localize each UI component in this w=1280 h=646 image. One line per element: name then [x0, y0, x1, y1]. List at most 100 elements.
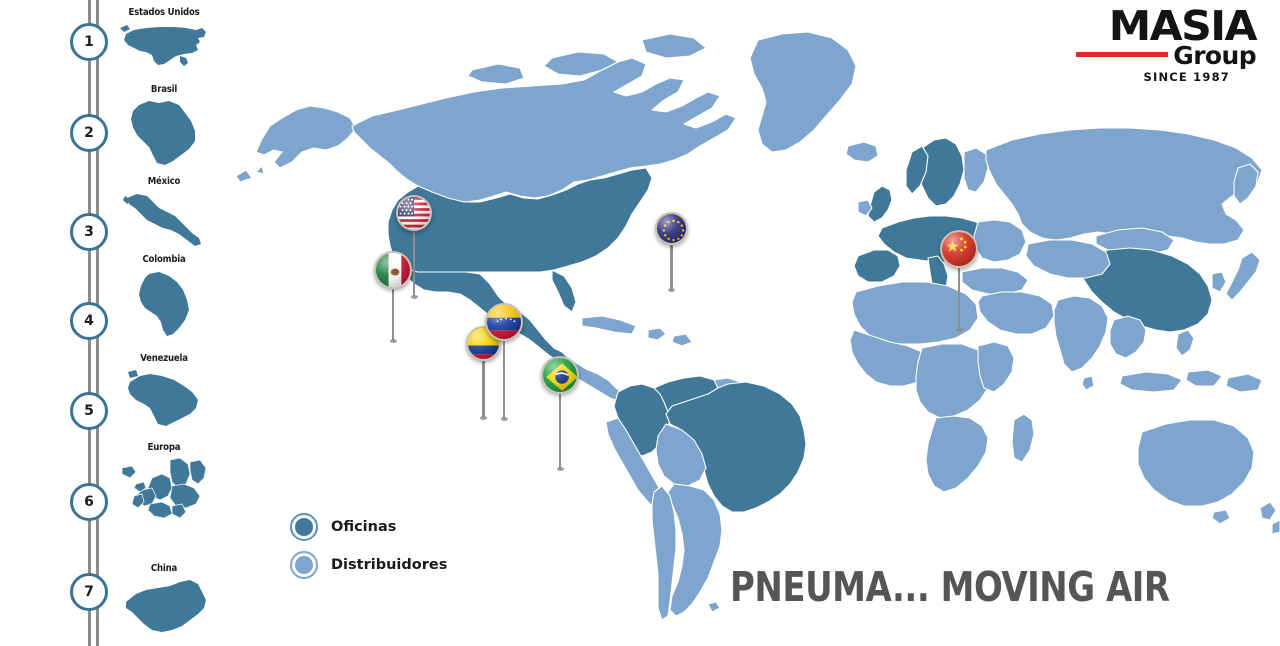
region-canada	[351, 57, 737, 203]
region-japan	[1225, 251, 1261, 301]
venezuela-shape-icon	[128, 370, 198, 426]
pin-stem	[556, 394, 565, 471]
region-southern-africa	[925, 415, 989, 493]
sidebar-shape-colombia	[108, 270, 220, 340]
pin-brasil[interactable]	[541, 356, 579, 471]
sidebar-shape-venezuela	[108, 366, 220, 432]
europe-shape-icon	[121, 457, 207, 519]
pin-stem	[389, 289, 398, 343]
region-russia	[985, 127, 1263, 245]
mexico-shape-icon	[123, 194, 201, 246]
sidebar-label-venezuela: Venezuela	[140, 353, 188, 364]
region-eastern-europe	[973, 219, 1027, 263]
region-philippines	[1175, 329, 1195, 357]
logo-wordmark: MASIA	[1108, 2, 1258, 50]
pin-estados-unidos[interactable]	[396, 195, 432, 299]
sidebar-label-colombia: Colombia	[142, 254, 186, 265]
office-marker-icon	[290, 513, 318, 541]
region-turkey	[961, 267, 1029, 295]
masia-group-logo[interactable]: MASIA Group SINCE 1987	[1056, 5, 1258, 85]
region-sri-lanka	[1081, 375, 1095, 391]
pin-colombia[interactable]	[466, 326, 501, 420]
china-flag-icon	[940, 230, 978, 268]
region-indonesia	[1119, 369, 1223, 393]
region-arctic-islands	[467, 33, 707, 85]
pin-mexico[interactable]	[374, 251, 412, 343]
sidebar-label-europa: Europa	[147, 442, 181, 453]
sidebar-step-1[interactable]: 1	[70, 23, 108, 61]
pin-china[interactable]	[940, 230, 978, 332]
sidebar-shape-usa	[108, 20, 220, 72]
logo-red-bar-icon	[1076, 52, 1169, 58]
colombia-shape-icon	[139, 272, 189, 336]
sidebar-step-number: 1	[84, 34, 94, 50]
distributor-marker-icon	[290, 551, 318, 579]
region-uk	[867, 185, 893, 223]
region-ireland	[857, 199, 873, 217]
world-map: .d{fill:#7da5cd;stroke:#ffffff;stroke-wi…	[222, 0, 1280, 640]
venezuela-flag-icon	[485, 303, 523, 341]
pin-stem	[667, 245, 676, 292]
world-map-svg: .d{fill:#7da5cd;stroke:#ffffff;stroke-wi…	[235, 31, 1280, 621]
legend-label-oficinas: Oficinas	[331, 519, 397, 535]
region-mongolia	[1095, 227, 1175, 255]
sidebar-step-number: 7	[84, 584, 94, 600]
sidebar-step-6[interactable]: 6	[70, 483, 108, 521]
map-legend: Oficinas Distribuidores	[290, 508, 447, 584]
region-caribbean	[581, 315, 693, 347]
sidebar-step-3[interactable]: 3	[70, 213, 108, 251]
region-iceland	[845, 141, 879, 163]
region-central-asia	[1025, 239, 1111, 279]
us-flag-icon	[396, 195, 432, 231]
sidebar-step-number: 6	[84, 494, 94, 510]
eu-flag-icon	[655, 212, 688, 245]
sidebar-step-4[interactable]: 4	[70, 302, 108, 340]
region-chile	[651, 485, 677, 621]
logo-group-word: Group	[1173, 41, 1256, 71]
legend-item-oficinas[interactable]: Oficinas	[290, 508, 447, 546]
tagline: PNEUMA... MOVING AIR	[730, 563, 1170, 611]
legend-item-distribuidores[interactable]: Distribuidores	[290, 546, 447, 584]
pin-venezuela[interactable]	[485, 303, 523, 421]
brazil-shape-icon	[131, 101, 195, 165]
sidebar-step-number: 4	[84, 313, 94, 329]
region-greenland	[749, 31, 857, 153]
country-timeline-sidebar: Estados Unidos 1 Brasil 2 México 3	[0, 0, 222, 646]
sidebar-label-mexico: México	[147, 176, 181, 187]
pin-stem	[479, 361, 488, 420]
sidebar-shape-mexico	[108, 190, 220, 252]
sidebar-step-2[interactable]: 2	[70, 114, 108, 152]
region-west-africa	[849, 329, 931, 387]
logo-since-text: SINCE 1987	[1143, 70, 1230, 85]
sidebar-shape-europe	[108, 456, 220, 524]
sidebar-label-china: China	[150, 563, 178, 574]
region-australia	[1137, 419, 1255, 507]
sidebar-step-5[interactable]: 5	[70, 392, 108, 430]
pin-stem	[500, 341, 509, 421]
sidebar-step-number: 5	[84, 403, 94, 419]
sidebar-label-brasil: Brasil	[150, 84, 178, 95]
china-shape-icon	[126, 580, 206, 632]
sidebar-shape-china	[108, 576, 220, 636]
region-argentina	[667, 483, 723, 617]
region-falklands	[707, 601, 721, 613]
sidebar-step-7[interactable]: 7	[70, 573, 108, 611]
region-central-africa	[915, 343, 993, 419]
region-finland	[963, 147, 989, 193]
region-sea	[1109, 315, 1147, 359]
region-china	[1079, 247, 1213, 333]
pin-europa[interactable]	[655, 212, 688, 292]
pin-stem	[410, 231, 419, 299]
brazil-flag-icon	[541, 356, 579, 394]
sidebar-step-number: 2	[84, 125, 94, 141]
usa-shape-icon	[120, 25, 206, 66]
region-new-zealand	[1259, 501, 1280, 535]
region-east-africa	[977, 341, 1015, 393]
colombia-flag-icon	[466, 326, 501, 361]
region-tasmania	[1211, 509, 1231, 525]
region-norway-coast	[905, 145, 929, 195]
sidebar-step-number: 3	[84, 224, 94, 240]
region-png	[1225, 373, 1263, 393]
region-india	[1053, 295, 1109, 373]
